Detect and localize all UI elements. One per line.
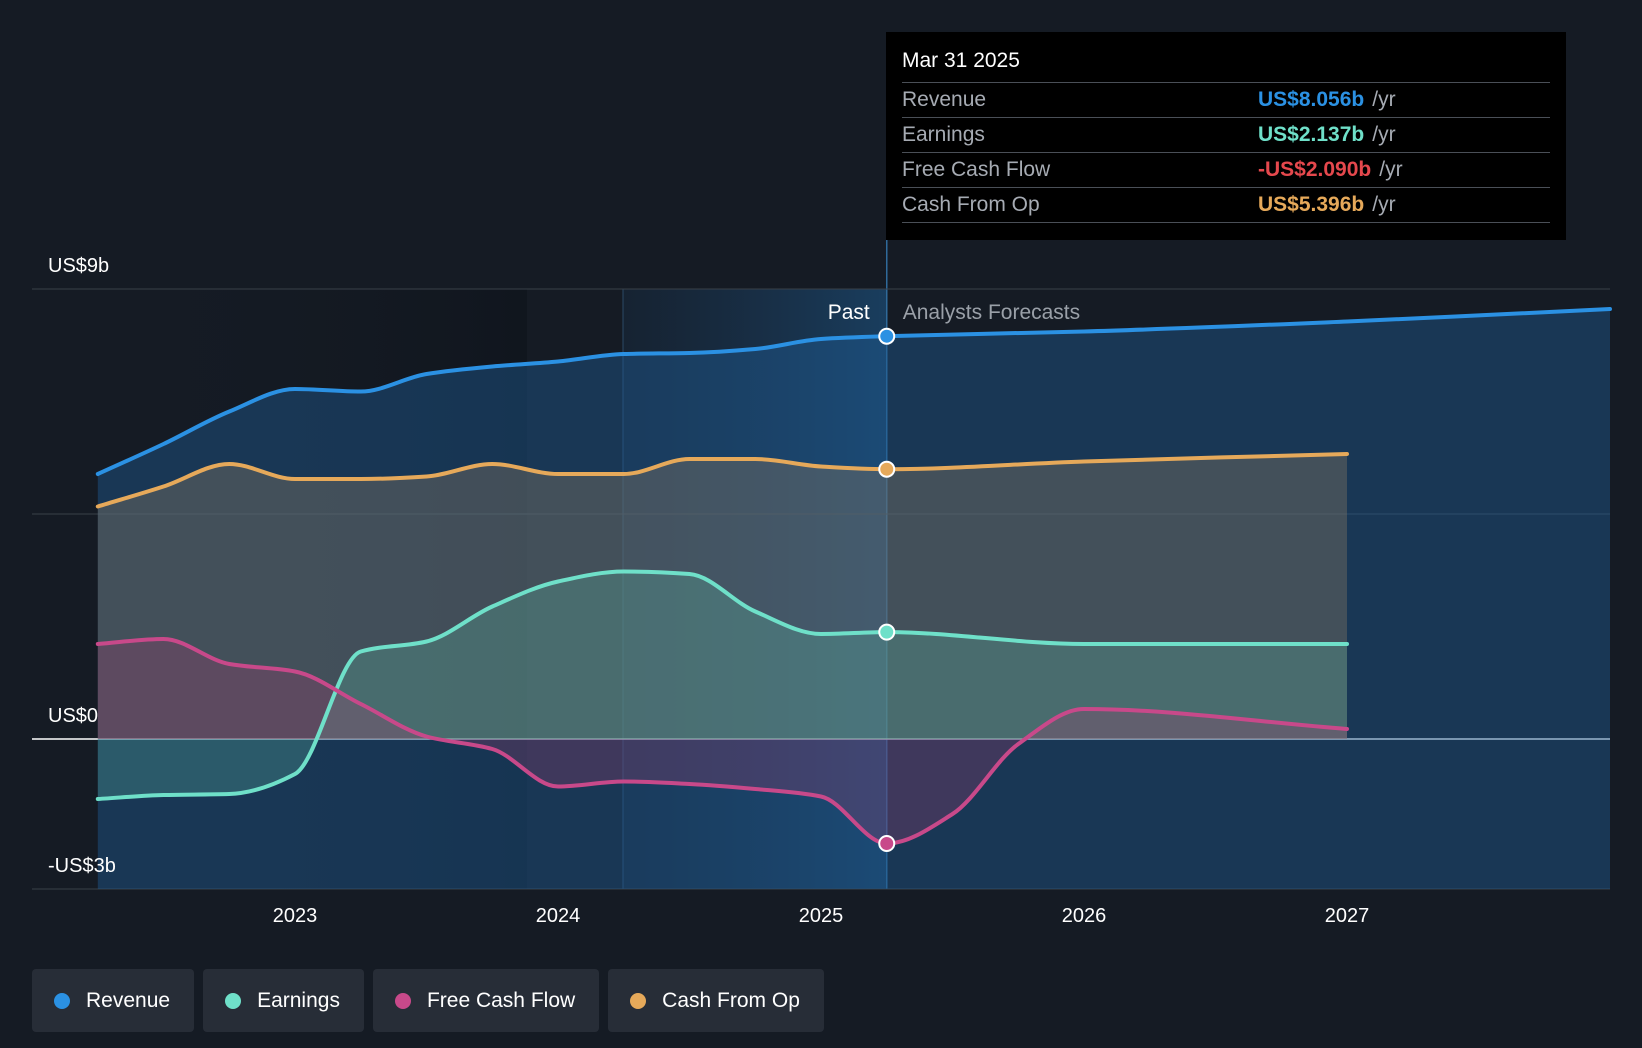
- tooltip-value: -US$2.090b: [1258, 158, 1372, 181]
- tooltip-label: Free Cash Flow: [902, 158, 1051, 181]
- tooltip-value: US$8.056b: [1258, 88, 1365, 111]
- legend: Revenue Earnings Free Cash Flow Cash Fro…: [32, 969, 824, 1032]
- legend-item-cash-from-op[interactable]: Cash From Op: [608, 969, 824, 1032]
- chart-canvas: US$9b US$0 -US$3b 2023 2024 2025 2026 2027 Past A…: [32, 240, 1612, 927]
- tooltip-unit: /yr: [1372, 88, 1396, 111]
- tooltip-label: Revenue: [902, 88, 987, 111]
- tooltip-label: Earnings: [902, 123, 985, 146]
- y-axis-label: US$0: [48, 705, 98, 727]
- legend-dot-icon: [394, 992, 411, 1009]
- past-label: Past: [828, 301, 870, 324]
- forecast-label: Analysts Forecasts: [903, 301, 1080, 324]
- tooltip-panel: Mar 31 2025 Revenue US$8.056b /yr Earnin…: [886, 32, 1566, 240]
- marker-cash-from-op: [878, 460, 896, 478]
- legend-label: Cash From Op: [662, 988, 800, 1012]
- y-axis-label: US$9b: [48, 255, 109, 277]
- area-cash-from-op: [97, 454, 1347, 739]
- x-tick-label: 2026: [1062, 905, 1107, 927]
- line-revenue: [95, 307, 1612, 476]
- tooltip-row-free-cash-flow: Free Cash Flow -US$2.090b /yr: [902, 152, 1550, 187]
- tooltip-unit: /yr: [1379, 158, 1403, 181]
- line-free-cash-flow: [95, 636, 1349, 846]
- area-earnings: [97, 571, 1347, 799]
- tooltip-unit: /yr: [1372, 193, 1396, 216]
- legend-item-earnings[interactable]: Earnings: [203, 969, 364, 1032]
- tooltip-label: Cash From Op: [902, 193, 1040, 216]
- x-tick-label: 2024: [536, 905, 581, 927]
- marker-free-cash-flow: [878, 835, 896, 852]
- x-tick-label: 2027: [1325, 905, 1370, 927]
- tooltip-row-revenue: Revenue US$8.056b /yr: [902, 82, 1550, 117]
- x-tick-label: 2023: [273, 905, 318, 927]
- tooltip-date: Mar 31 2025: [902, 49, 1020, 72]
- legend-item-revenue[interactable]: Revenue: [32, 969, 195, 1032]
- legend-dot-icon: [54, 992, 70, 1009]
- marker-earnings: [878, 623, 896, 641]
- line-cash-from-op: [95, 452, 1349, 509]
- tooltip-row-earnings: Earnings US$2.137b /yr: [902, 117, 1550, 152]
- legend-label: Revenue: [86, 988, 171, 1012]
- tooltip-value: US$2.137b: [1258, 123, 1365, 146]
- legend-item-free-cash-flow[interactable]: Free Cash Flow: [372, 969, 600, 1032]
- marker-revenue: [878, 327, 896, 345]
- legend-label: Free Cash Flow: [426, 988, 576, 1012]
- tooltip-unit: /yr: [1372, 123, 1396, 146]
- line-earnings: [95, 569, 1349, 801]
- area-free-cash-flow: [97, 639, 1347, 844]
- legend-dot-icon: [630, 992, 647, 1009]
- legend-dot-icon: [225, 992, 242, 1009]
- y-axis-label: -US$3b: [48, 855, 116, 877]
- legend-label: Earnings: [257, 988, 340, 1012]
- x-tick-label: 2025: [799, 905, 844, 927]
- tooltip-value: US$5.396b: [1258, 193, 1365, 216]
- tooltip-row-cash-from-op: Cash From Op US$5.396b /yr: [902, 187, 1550, 223]
